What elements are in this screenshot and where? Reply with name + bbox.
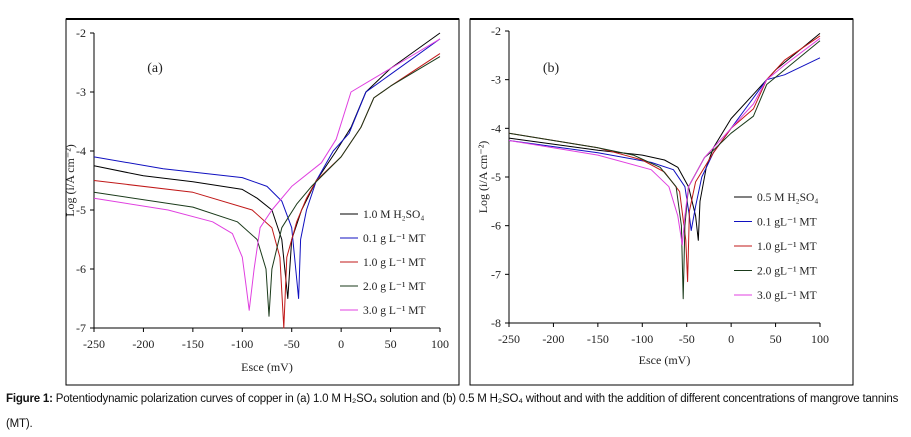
y-tick-label: -2 <box>76 26 86 40</box>
x-tick-label: -50 <box>679 332 695 346</box>
x-tick-label: -150 <box>182 337 204 351</box>
legend-label: 0.5 M H₂SO₄ <box>757 192 818 204</box>
y-tick-label: -4 <box>491 121 501 135</box>
x-tick-label: -100 <box>631 332 653 346</box>
series-line-3 <box>508 40 821 300</box>
y-tick-label: -3 <box>491 73 501 87</box>
y-axis-label: Log (i/A cm⁻²) <box>476 141 490 214</box>
x-tick-label: -100 <box>231 337 253 351</box>
legend-label: 3.0 gL⁻¹ MT <box>757 290 817 302</box>
series-line-1 <box>508 57 821 231</box>
legend-label: 2.0 g L⁻¹ MT <box>363 281 426 293</box>
legend-label: 3.0 g L⁻¹ MT <box>363 305 426 317</box>
series-line-1 <box>93 38 441 299</box>
legend-label: 2.0 gL⁻¹ MT <box>757 266 817 278</box>
caption-label: Figure 1: <box>6 393 53 405</box>
x-tick-label: -250 <box>83 337 105 351</box>
chart-panel-a: -250 -200 -150 -100 -50 0 50 100 -7 -6 -5 -4 -3 -2 Esc… <box>63 18 460 386</box>
x-tick-label: -200 <box>542 332 564 346</box>
y-tick-label: -3 <box>76 85 86 99</box>
chart-panel-b: -250 -200 -150 -100 -50 0 50 100 -8 -7 -6 -5 -4 -3 -2 E… <box>469 18 854 386</box>
y-tick-label: -2 <box>491 24 501 38</box>
legend-label: 0.1 g L⁻¹ MT <box>363 233 426 245</box>
series-line-3 <box>93 56 441 317</box>
x-tick-label: 50 <box>770 332 782 346</box>
series-line-4 <box>93 38 441 311</box>
panel-label: (b) <box>543 61 560 76</box>
x-tick-label: -250 <box>498 332 520 346</box>
figure-caption: Figure 1: Potentiodynamic polarization c… <box>6 387 906 437</box>
panel-label: (a) <box>147 61 163 76</box>
x-tick-label: 100 <box>431 337 449 351</box>
x-tick-label: 0 <box>338 337 344 351</box>
x-tick-label: 0 <box>728 332 734 346</box>
legend-label: 1.0 gL⁻¹ MT <box>757 241 817 253</box>
y-tick-label: -4 <box>76 144 86 158</box>
caption-text: Potentiodynamic polarization curves of c… <box>6 393 899 430</box>
series-line-2 <box>508 35 821 283</box>
series-line-4 <box>508 37 821 246</box>
x-axis-label: Esce (mV) <box>639 353 691 367</box>
legend-label: 1.0 M H₂SO₄ <box>363 209 424 221</box>
legend-label: 1.0 g L⁻¹ MT <box>363 257 426 269</box>
x-axis-label: Esce (mV) <box>241 360 293 374</box>
y-tick-label: -7 <box>76 321 86 335</box>
y-tick-label: -6 <box>491 219 501 233</box>
y-tick-label: -7 <box>491 267 501 281</box>
x-tick-label: -50 <box>284 337 300 351</box>
y-tick-label: -5 <box>491 170 501 184</box>
x-tick-label: -150 <box>587 332 609 346</box>
x-tick-label: -200 <box>132 337 154 351</box>
series-line-0 <box>508 33 821 241</box>
y-axis-label: Log (i/A cm⁻²) <box>63 144 77 217</box>
legend-label: 0.1 gL⁻¹ MT <box>757 217 817 229</box>
y-tick-label: -6 <box>76 262 86 276</box>
y-tick-label: -5 <box>76 203 86 217</box>
x-tick-label: 100 <box>811 332 829 346</box>
x-tick-label: 50 <box>385 337 397 351</box>
y-tick-label: -8 <box>491 316 501 330</box>
